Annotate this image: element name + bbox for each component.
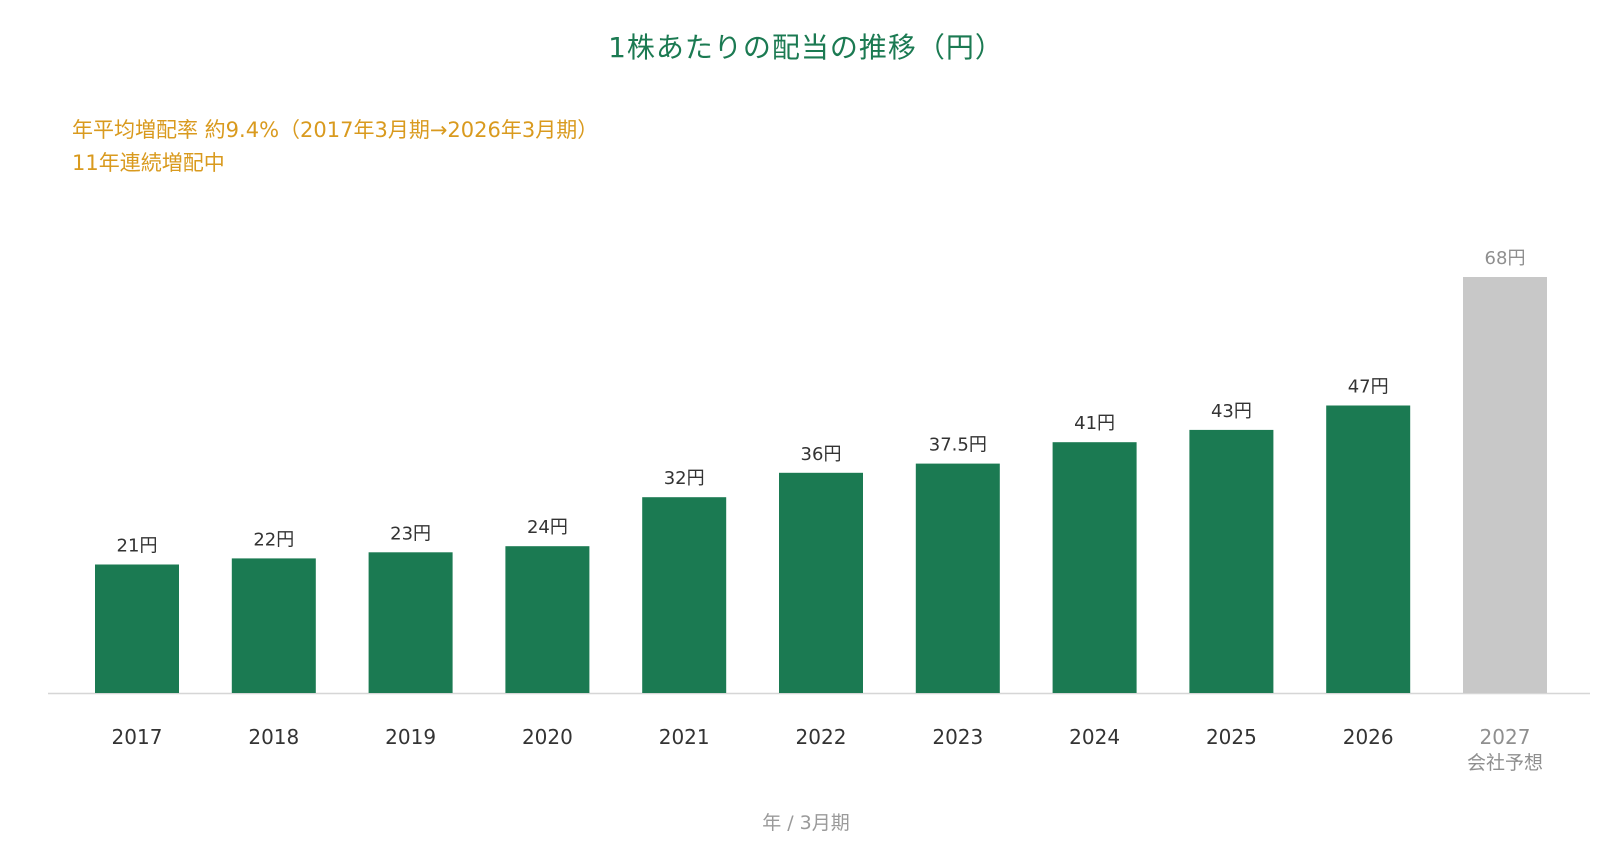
x-tick-label-2025: 2025 <box>1206 725 1257 749</box>
x-tick-label-2020: 2020 <box>522 725 573 749</box>
bar-2027 <box>1463 277 1547 693</box>
annotation-growth-rate: 年平均増配率 約9.4%（2017年3月期→2026年3月期） <box>72 118 599 142</box>
value-label-2026: 47円 <box>1348 377 1389 398</box>
bar-2017 <box>95 564 179 693</box>
x-tick-sublabel-2027: 会社予想 <box>1467 752 1543 774</box>
value-label-2017: 21円 <box>117 536 158 557</box>
value-label-2024: 41円 <box>1074 413 1115 434</box>
bar-2020 <box>505 546 590 693</box>
x-tick-label-2019: 2019 <box>385 725 436 749</box>
value-label-2023: 37.5円 <box>929 435 987 456</box>
bar-2025 <box>1189 429 1274 693</box>
x-tick-label-2018: 2018 <box>248 725 299 749</box>
bar-2018 <box>231 558 316 693</box>
value-label-2018: 22円 <box>253 529 294 550</box>
chart-annotations: 年平均増配率 約9.4%（2017年3月期→2026年3月期） 11年連続増配中 <box>72 114 598 180</box>
x-tick-label-2024: 2024 <box>1069 725 1120 749</box>
bar-2019 <box>368 552 453 693</box>
value-label-2019: 23円 <box>390 523 431 544</box>
bar-2022 <box>779 472 863 693</box>
bar-2026 <box>1326 405 1411 693</box>
bar-2024 <box>1052 442 1137 693</box>
x-tick-label-2017: 2017 <box>112 725 163 749</box>
value-label-2020: 24円 <box>527 517 568 538</box>
chart-title: 1株あたりの配当の推移（円） <box>608 31 1004 64</box>
x-tick-label-2023: 2023 <box>932 725 983 749</box>
x-tick-label-2027: 2027 <box>1480 725 1531 749</box>
annotation-consecutive-increase: 11年連続増配中 <box>72 151 225 175</box>
bar-2023 <box>915 463 1000 693</box>
bar-2021 <box>642 497 727 693</box>
x-tick-label-2021: 2021 <box>659 725 710 749</box>
x-tick-label-2022: 2022 <box>796 725 847 749</box>
x-axis-label: 年 / 3月期 <box>762 812 850 834</box>
value-label-2021: 32円 <box>664 468 705 489</box>
x-tick-label-2026: 2026 <box>1343 725 1394 749</box>
value-label-2022: 36円 <box>801 444 842 465</box>
value-label-2027: 68円 <box>1485 248 1526 269</box>
value-label-2025: 43円 <box>1211 401 1252 422</box>
